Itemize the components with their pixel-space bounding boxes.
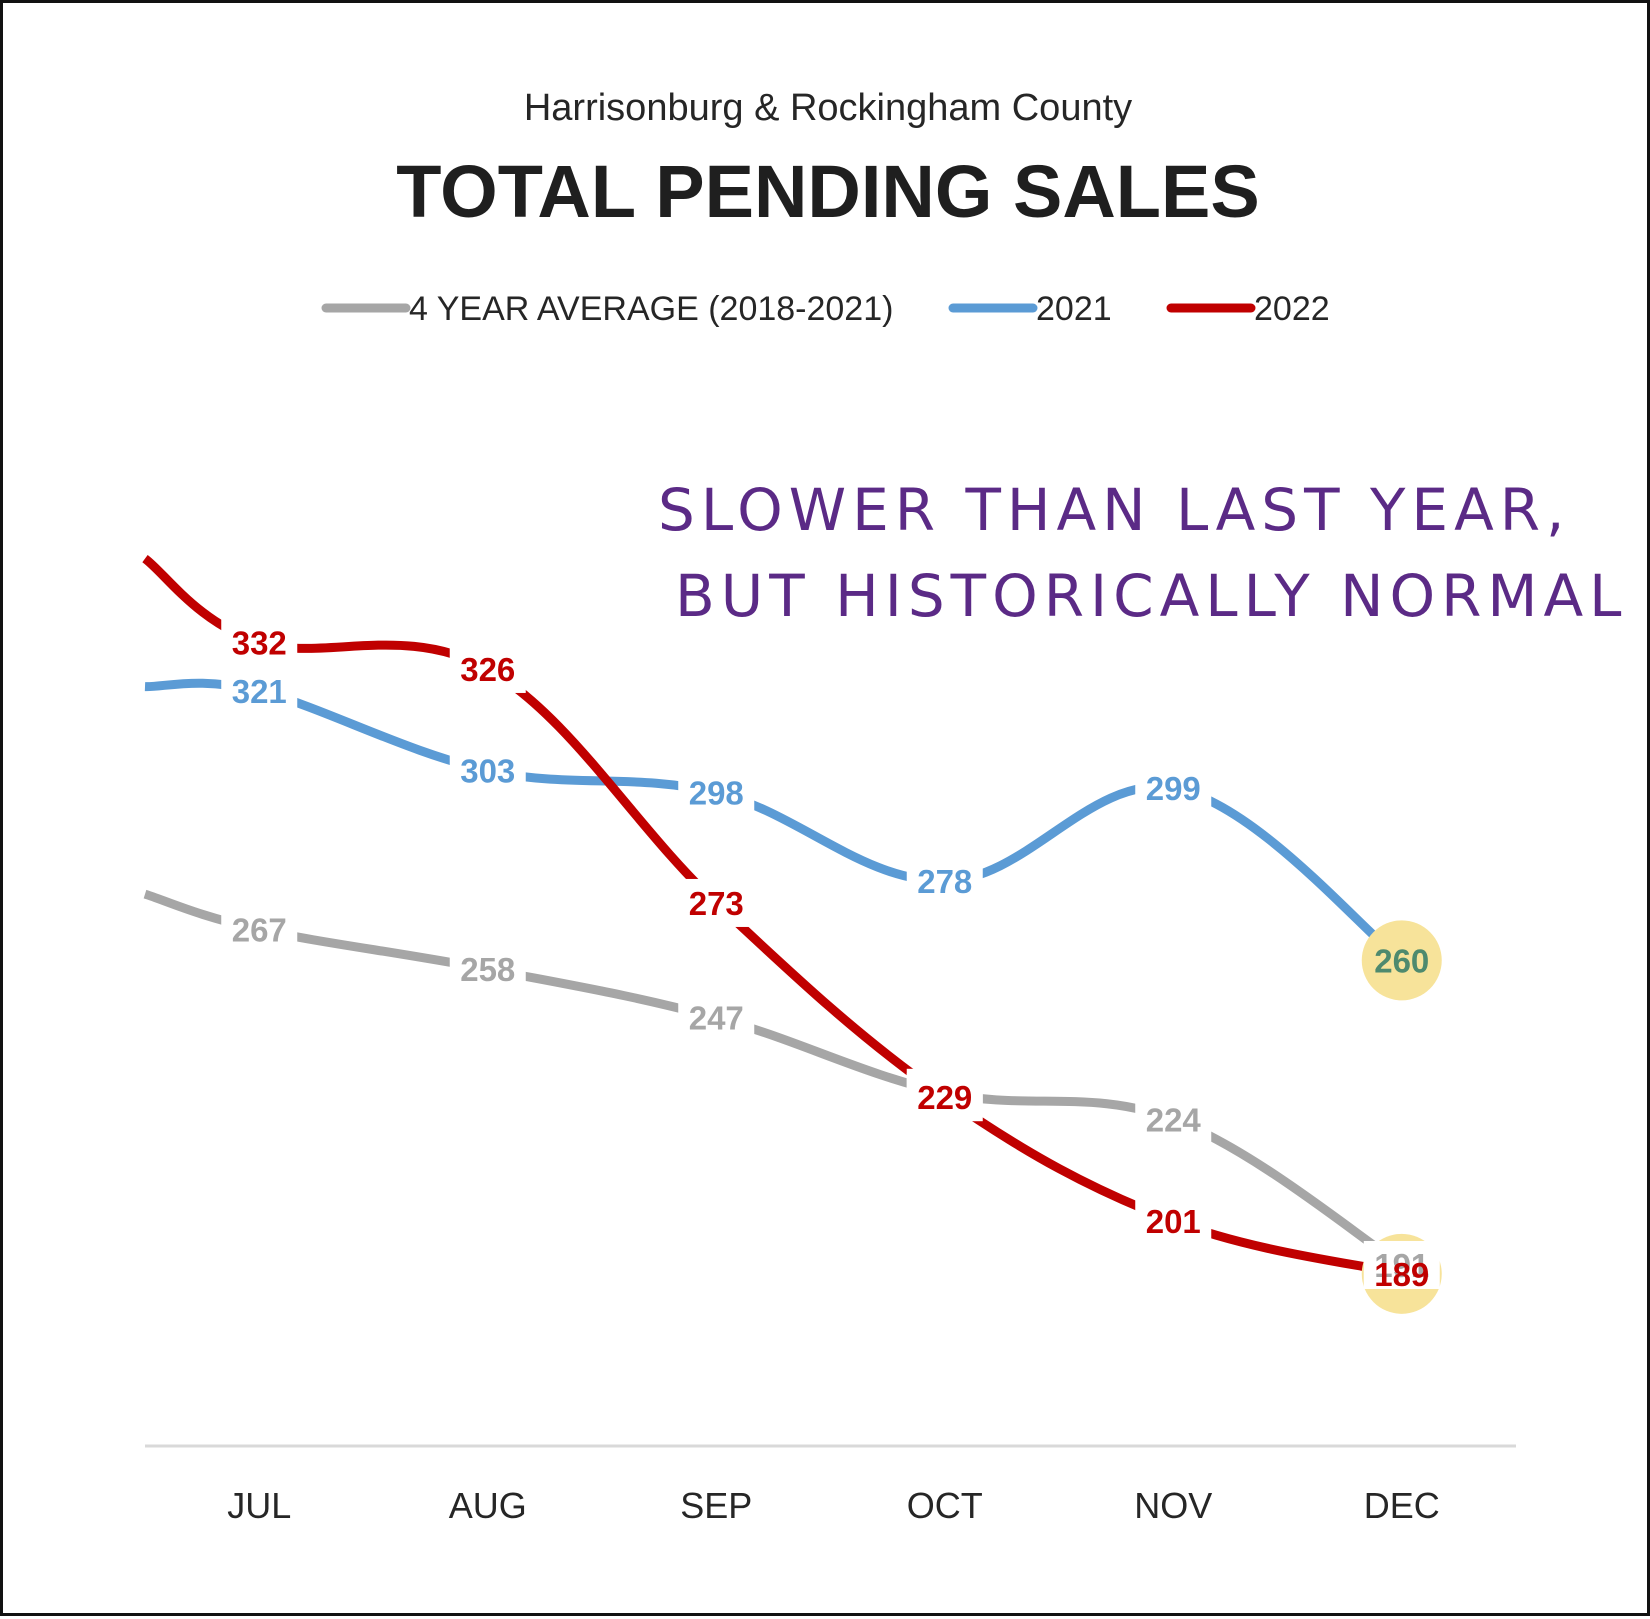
label-background-4-year-average-2018-2021-sep <box>678 993 755 1042</box>
label-background-2021-oct <box>906 856 983 905</box>
legend-label-4-year-average-2018-2021: 4 YEAR AVERAGE (2018-2021) <box>409 290 893 328</box>
chart-title: TOTAL PENDING SALES <box>396 150 1259 233</box>
data-label-2022-oct: 229 <box>917 1079 972 1116</box>
series-line-2021 <box>144 678 1405 964</box>
label-background-4-year-average-2018-2021-jul <box>221 905 298 954</box>
x-tick-aug: AUG <box>449 1485 527 1526</box>
label-background-4-year-average-2018-2021-dec <box>1363 1240 1440 1289</box>
label-background-4-year-average-2018-2021-nov <box>1135 1095 1212 1144</box>
annotation-line-2: BUT HISTORICALLY NORMAL <box>675 562 1627 630</box>
data-label-2021-sep: 298 <box>689 775 744 812</box>
data-label-4-year-average-2018-2021-dec: 191 <box>1374 1247 1429 1284</box>
label-background-2021-nov <box>1135 764 1212 813</box>
label-background-2021-sep <box>678 768 755 817</box>
data-label-2022-aug: 326 <box>460 651 515 688</box>
x-tick-jul: JUL <box>227 1485 291 1526</box>
x-tick-nov: NOV <box>1134 1485 1212 1526</box>
legend-label-2021: 2021 <box>1036 290 1112 328</box>
x-tick-sep: SEP <box>680 1485 752 1526</box>
label-background-4-year-average-2018-2021-aug <box>449 945 526 994</box>
label-background-2022-oct <box>906 1073 983 1122</box>
data-labels: 2672582472302241913213032982782992603323… <box>221 618 1440 1293</box>
data-label-2022-jul: 332 <box>232 624 287 661</box>
data-label-4-year-average-2018-2021-nov: 224 <box>1146 1101 1202 1138</box>
series-lines <box>142 554 1405 1279</box>
data-label-2022-nov: 201 <box>1146 1203 1201 1240</box>
data-label-2021-aug: 303 <box>460 753 515 790</box>
label-background-2022-sep <box>678 878 755 927</box>
data-label-2021-dec: 260 <box>1374 942 1429 979</box>
data-label-4-year-average-2018-2021-aug: 258 <box>460 951 515 988</box>
label-background-2022-aug <box>449 644 526 693</box>
chart-subtitle: Harrisonburg & Rockingham County <box>524 87 1132 129</box>
data-label-4-year-average-2018-2021-jul: 267 <box>232 911 287 948</box>
highlight-circle-2021-dec <box>1361 920 1442 1001</box>
series-line-4-year-average-2018-2021 <box>143 889 1405 1269</box>
series-line-2022 <box>142 554 1403 1279</box>
data-label-2022-sep: 273 <box>689 885 744 922</box>
legend: 4 YEAR AVERAGE (2018-2021) 2021 2022 <box>321 290 1330 328</box>
annotation-line-1: SLOWER THAN LAST YEAR, <box>658 476 1570 544</box>
data-label-4-year-average-2018-2021-sep: 247 <box>689 1000 744 1037</box>
label-background-2021-jul <box>221 667 298 716</box>
label-background-2022-nov <box>1135 1196 1212 1245</box>
line-chart: Harrisonburg & Rockingham County TOTAL P… <box>142 87 1627 1526</box>
x-tick-dec: DEC <box>1364 1485 1440 1526</box>
legend-label-2022: 2022 <box>1254 290 1330 328</box>
data-label-2022-dec: 189 <box>1374 1256 1429 1293</box>
label-background-2021-aug <box>449 746 526 795</box>
x-axis-ticks: JUL AUG SEP OCT NOV DEC <box>227 1485 1440 1526</box>
data-label-2021-nov: 299 <box>1146 770 1201 807</box>
data-label-2021-jul: 321 <box>232 673 287 710</box>
data-label-2021-oct: 278 <box>917 863 972 900</box>
x-tick-oct: OCT <box>907 1485 983 1526</box>
label-background-2022-jul <box>221 618 298 667</box>
